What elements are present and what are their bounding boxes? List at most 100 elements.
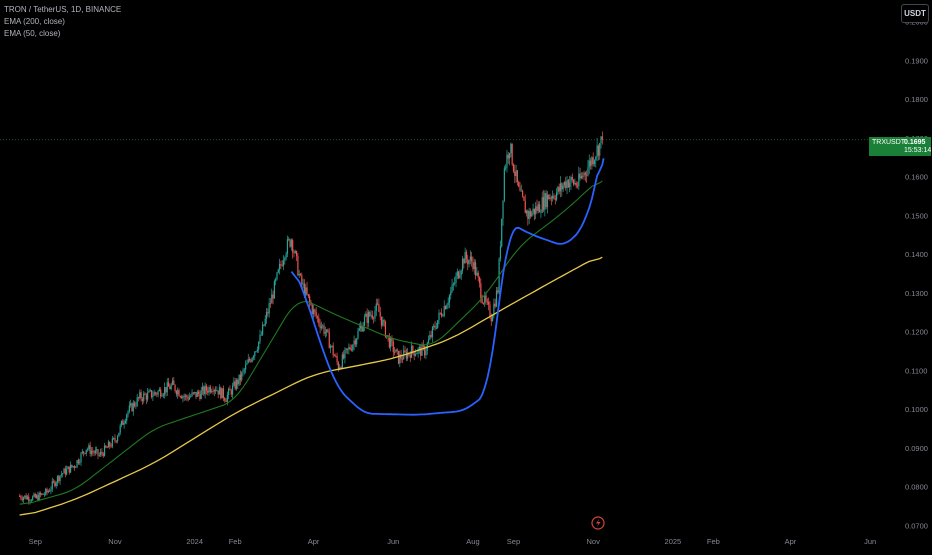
candle-body xyxy=(438,312,440,321)
candle-body xyxy=(77,460,79,464)
candle-body xyxy=(572,179,575,185)
candle-body xyxy=(285,253,287,258)
candle-body xyxy=(541,197,543,213)
candle-body xyxy=(390,338,392,348)
candle-body xyxy=(503,168,505,201)
currency-button[interactable]: USDT xyxy=(901,4,929,23)
candle-body xyxy=(566,180,568,189)
candle-body xyxy=(32,496,34,501)
candle-body xyxy=(63,468,65,474)
candle-body xyxy=(30,500,32,502)
candle-body xyxy=(469,256,471,261)
candle-body xyxy=(60,474,63,476)
candle-body xyxy=(286,239,289,254)
candle-body xyxy=(324,331,326,334)
candle-body xyxy=(322,325,324,327)
candle-body xyxy=(335,356,337,357)
candle-body xyxy=(401,358,404,360)
drawn-cup-curve[interactable] xyxy=(290,158,605,416)
candle-body xyxy=(67,466,69,470)
candle-body xyxy=(441,313,443,317)
candle-body xyxy=(302,283,304,285)
candle-body xyxy=(218,387,221,395)
candle-body xyxy=(84,452,86,454)
candle-body xyxy=(318,317,320,324)
candle-body xyxy=(557,186,559,193)
price-badge-countdown: 15:53:14 xyxy=(904,147,932,154)
candle-body xyxy=(477,272,479,278)
candle-body xyxy=(212,391,214,393)
candle-body xyxy=(55,482,57,487)
candle-body xyxy=(341,354,343,368)
candle-body xyxy=(255,351,257,352)
candle-body xyxy=(502,200,504,219)
candle-body xyxy=(46,489,48,493)
candle-body xyxy=(222,388,225,399)
candle-body xyxy=(54,481,56,487)
candle-body xyxy=(340,367,342,369)
candle-body xyxy=(174,384,176,392)
candle-body xyxy=(297,255,299,276)
candle-body xyxy=(196,391,198,398)
indicator-ema200-label[interactable]: EMA (200, close) xyxy=(4,17,65,26)
candle-body xyxy=(29,500,31,502)
candle-body xyxy=(107,441,110,448)
candle-body xyxy=(233,381,235,386)
candle-body xyxy=(584,172,586,175)
candle-body xyxy=(141,398,144,401)
candle-body xyxy=(514,171,516,176)
candle-body xyxy=(311,304,313,314)
chart-title: TRON / TetherUS, 1D, BINANCE xyxy=(4,5,122,14)
candle-body xyxy=(288,239,290,240)
candle-body xyxy=(268,303,270,314)
candle-body xyxy=(375,303,377,311)
candle-body xyxy=(499,246,502,259)
candle-body xyxy=(148,390,150,393)
candle-body xyxy=(276,272,278,280)
y-tick-label: 0.1500 xyxy=(905,211,928,220)
candle-body xyxy=(463,258,465,264)
candle-body xyxy=(231,385,234,395)
candle-body xyxy=(550,197,552,199)
candle-body xyxy=(79,462,81,464)
candle-body xyxy=(301,275,303,285)
candle-body xyxy=(130,403,132,406)
candle-body xyxy=(580,175,583,179)
candle-body xyxy=(118,432,120,437)
candle-body xyxy=(271,294,273,304)
x-tick-label: Apr xyxy=(308,537,320,546)
candle-body xyxy=(354,340,356,345)
x-tick-label: Jun xyxy=(864,537,876,546)
candle-body xyxy=(150,390,153,398)
candle-body xyxy=(559,183,562,192)
candle-body xyxy=(571,176,573,180)
x-axis[interactable]: Sep Nov 2024 Feb Apr Jun Aug Sep Nov 2025 Feb Apr Ju… xyxy=(29,537,877,546)
candle-body xyxy=(43,494,46,496)
candle-body xyxy=(38,492,40,501)
candle-body xyxy=(512,164,515,172)
candle-body xyxy=(98,454,100,456)
candle-body xyxy=(246,362,248,365)
candle-body xyxy=(59,475,61,482)
candle-body xyxy=(536,206,538,211)
candle-body xyxy=(404,350,406,352)
candle-body xyxy=(528,210,530,220)
candle-body xyxy=(578,173,580,187)
candle-body xyxy=(122,420,124,425)
candle-body xyxy=(507,154,509,159)
candle-body xyxy=(482,303,485,304)
candle-body xyxy=(447,302,449,306)
candle-body xyxy=(409,354,411,358)
candle-body xyxy=(315,311,317,317)
indicator-ema50-label[interactable]: EMA (50, close) xyxy=(4,29,61,38)
candle-body xyxy=(88,445,90,450)
candle-body xyxy=(489,304,491,318)
candle-body xyxy=(485,295,487,302)
lightning-icon[interactable] xyxy=(591,516,605,530)
candle-body xyxy=(312,309,315,314)
candle-body xyxy=(137,397,140,399)
candle-body xyxy=(147,392,149,400)
candle-body xyxy=(199,393,201,399)
